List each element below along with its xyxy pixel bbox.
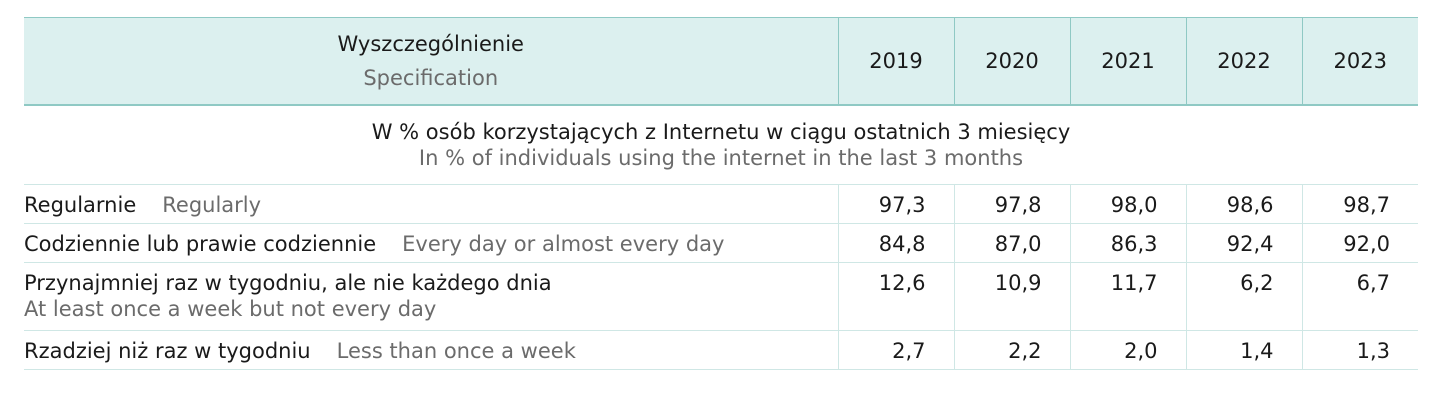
value-cell: 98,7 (1301, 184, 1418, 224)
table-note-en: In % of individuals using the internet i… (418, 146, 1024, 170)
row-label-pl: Rzadziej niż raz w tygodniu (24, 339, 311, 363)
value-cell: 2,2 (953, 330, 1070, 370)
value-cell: 98,0 (1069, 184, 1186, 224)
year-header: 2019 (837, 17, 954, 106)
value-cell: 11,7 (1069, 262, 1186, 331)
row-label-en: Every day or almost every day (402, 232, 725, 256)
value-cell: 92,0 (1301, 223, 1418, 263)
table-row: Codziennie lub prawie codziennie Every da… (24, 223, 1418, 263)
value-cell: 98,6 (1185, 184, 1302, 224)
value-cell: 84,8 (837, 223, 954, 263)
specification-header: Wyszczególnienie Specification (24, 17, 838, 106)
value-cell: 1,4 (1185, 330, 1302, 370)
value-cell: 6,7 (1301, 262, 1418, 331)
value-cell: 97,3 (837, 184, 954, 224)
row-label: Rzadziej niż raz w tygodniu Less than onc… (24, 330, 838, 370)
value-cell: 1,3 (1301, 330, 1418, 370)
table-row: Rzadziej niż raz w tygodniu Less than onc… (24, 330, 1418, 370)
value-cell: 6,2 (1185, 262, 1302, 331)
row-label-en: At least once a week but not every day (24, 297, 437, 321)
value-cell: 92,4 (1185, 223, 1302, 263)
row-label-pl: Przynajmniej raz w tygodniu, ale nie każ… (24, 271, 552, 295)
year-header: 2021 (1069, 17, 1186, 106)
data-table: Wyszczególnienie Specification 2019 2020… (24, 17, 1418, 370)
specification-header-pl: Wyszczególnienie (337, 32, 524, 56)
row-label-en: Less than once a week (336, 339, 576, 363)
year-header: 2020 (953, 17, 1070, 106)
value-cell: 97,8 (953, 184, 1070, 224)
row-label-pl: Regularnie (24, 193, 137, 217)
table-row: Przynajmniej raz w tygodniu, ale nie każ… (24, 262, 1418, 331)
row-label: Regularnie Regularly (24, 184, 838, 224)
value-cell: 87,0 (953, 223, 1070, 263)
table-note-pl: W % osób korzystających z Internetu w ci… (371, 120, 1071, 144)
year-header: 2023 (1301, 17, 1418, 106)
value-cell: 12,6 (837, 262, 954, 331)
table-header-row: Wyszczególnienie Specification 2019 2020… (24, 17, 1418, 106)
row-label: Przynajmniej raz w tygodniu, ale nie każ… (24, 262, 838, 331)
row-label: Codziennie lub prawie codziennie Every da… (24, 223, 838, 263)
table-note: W % osób korzystających z Internetu w ci… (24, 105, 1418, 185)
value-cell: 10,9 (953, 262, 1070, 331)
specification-header-en: Specification (363, 66, 499, 90)
table-row: Regularnie Regularly 97,3 97,8 98,0 98,6 … (24, 184, 1418, 224)
value-cell: 86,3 (1069, 223, 1186, 263)
year-header: 2022 (1185, 17, 1302, 106)
row-label-pl: Codziennie lub prawie codziennie (24, 232, 377, 256)
row-label-en: Regularly (162, 193, 262, 217)
value-cell: 2,0 (1069, 330, 1186, 370)
table-note-row: W % osób korzystających z Internetu w ci… (24, 105, 1418, 185)
value-cell: 2,7 (837, 330, 954, 370)
